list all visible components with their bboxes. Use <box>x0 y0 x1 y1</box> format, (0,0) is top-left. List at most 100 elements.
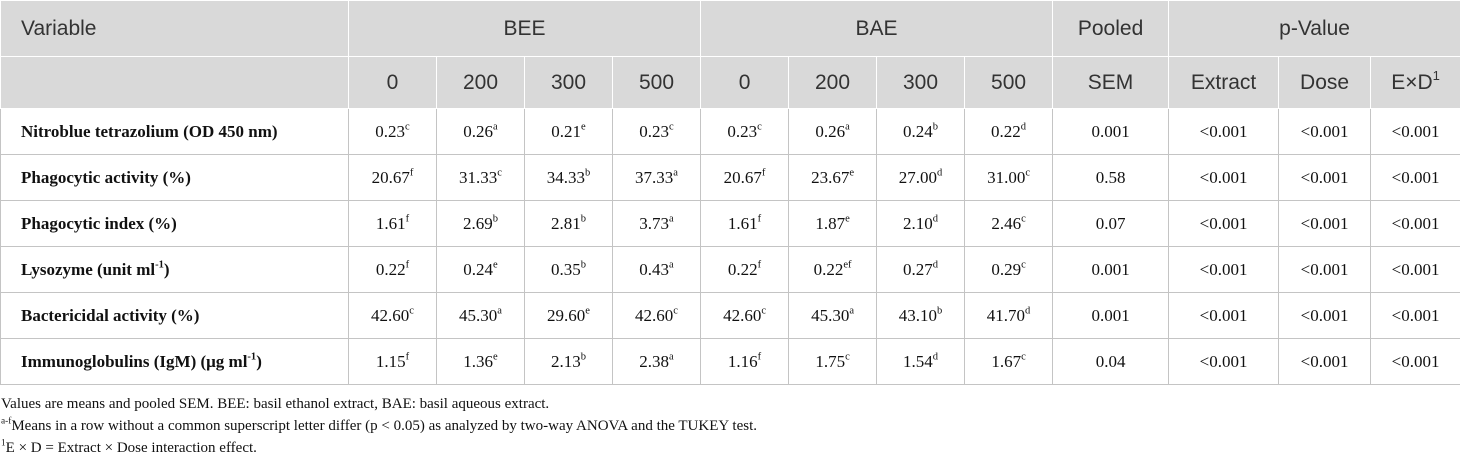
cell-text: 1.61 <box>375 213 406 233</box>
superscript: f <box>757 213 762 225</box>
value-cell: <0.001 <box>1278 246 1372 293</box>
cell-text: 20.67 <box>371 167 410 187</box>
value-cell: 2.10d <box>876 200 966 247</box>
value-cell: 0.23c <box>348 108 437 155</box>
cell-text: 0.21 <box>551 121 582 141</box>
row-label: Bactericidal activity (%) <box>0 292 349 339</box>
value-cell: <0.001 <box>1370 292 1460 339</box>
cell-text: Pooled <box>1077 16 1144 40</box>
value-cell: 2.69b <box>436 200 525 247</box>
value-cell: 20.67f <box>700 154 790 201</box>
value-cell: <0.001 <box>1278 154 1372 201</box>
cell-text: 27.00 <box>898 167 938 187</box>
body-row: Phagocytic activity (%) 20.67f 31.33c 34.33… <box>0 154 1460 201</box>
superscript: c <box>669 121 674 133</box>
cell-text: 43.10 <box>898 305 938 325</box>
data-table: Variable BEE BAE Pooled p-Value 0 200 300 500 0 20… <box>0 0 1460 385</box>
cell-text: <0.001 <box>1300 121 1349 141</box>
superscript: e <box>585 305 590 317</box>
superscript: a <box>669 259 674 271</box>
superscript: d <box>1025 305 1031 317</box>
cell-text: 1.15 <box>375 351 406 371</box>
value-cell: 45.30a <box>788 292 878 339</box>
cell-text: 0.23 <box>375 121 406 141</box>
value-cell: 0.26a <box>436 108 525 155</box>
row-label: Immunoglobulins (IgM) (μg ml-1) <box>0 338 349 385</box>
row-label: Phagocytic activity (%) <box>0 154 349 201</box>
value-cell: 1.16f <box>700 338 790 385</box>
value-cell: 0.22f <box>348 246 437 293</box>
cell-text: 1.16 <box>727 351 758 371</box>
superscript: a-f <box>1 416 12 427</box>
value-cell: 1.36e <box>436 338 525 385</box>
cell-text: 0.26 <box>815 121 846 141</box>
value-cell: <0.001 <box>1370 338 1460 385</box>
value-cell: 0.27d <box>876 246 966 293</box>
superscript: a <box>497 305 502 317</box>
cell-text: 0.27 <box>903 259 933 279</box>
cell-text: Dose <box>1300 70 1350 94</box>
value-cell: 42.60c <box>348 292 437 339</box>
cell-text: 0 <box>386 70 399 94</box>
cell-text: <0.001 <box>1300 259 1349 279</box>
cell-text: 42.60 <box>371 305 410 325</box>
cell-text: <0.001 <box>1199 259 1248 279</box>
value-cell: 0.07 <box>1052 200 1170 247</box>
row-label: Lysozyme (unit ml-1) <box>0 246 349 293</box>
superscript: c <box>673 305 678 317</box>
header-cell: 300 <box>876 56 966 109</box>
value-cell: 42.60c <box>611 292 702 339</box>
value-cell: 0.35b <box>524 246 613 293</box>
superscript: e <box>493 351 498 363</box>
superscript: f <box>405 351 410 363</box>
header-cell: p-Value <box>1168 0 1460 57</box>
superscript: b <box>492 213 498 225</box>
header-cell: Pooled <box>1052 0 1170 57</box>
superscript: f <box>409 167 414 179</box>
cell-text: 2.10 <box>903 213 933 233</box>
superscript: c <box>1021 259 1026 271</box>
value-cell: 1.61f <box>348 200 437 247</box>
cell-text: 2.69 <box>462 213 493 233</box>
superscript: c <box>1021 351 1026 363</box>
value-cell: 0.22f <box>700 246 790 293</box>
footnote: Values are means and pooled SEM. BEE: ba… <box>1 393 1460 415</box>
cell-text: Extract <box>1190 70 1257 94</box>
cell-text: <0.001 <box>1391 305 1440 325</box>
cell-text: 0.26 <box>463 121 494 141</box>
cell-text: <0.001 <box>1391 259 1440 279</box>
footnotes: Values are means and pooled SEM. BEE: ba… <box>0 385 1460 459</box>
superscript: c <box>1025 167 1031 179</box>
superscript: b <box>580 259 586 271</box>
superscript: ef <box>843 259 852 271</box>
superscript: b <box>932 121 939 133</box>
header-cell: Variable <box>0 0 349 57</box>
superscript: 1 <box>1 438 6 449</box>
superscript: f <box>761 167 766 179</box>
cell-text: 37.33 <box>635 167 674 187</box>
superscript: e <box>845 213 850 225</box>
cell-text: 0.22 <box>991 121 1021 141</box>
value-cell: 0.21e <box>524 108 613 155</box>
cell-text: 1.75 <box>815 351 846 371</box>
value-cell: 23.67e <box>788 154 878 201</box>
cell-text: ) <box>256 351 262 371</box>
cell-text: 200 <box>462 70 499 94</box>
body-row: Immunoglobulins (IgM) (μg ml-1) 1.15f 1.36… <box>0 338 1460 385</box>
value-cell: 0.001 <box>1052 246 1170 293</box>
value-cell: 41.70d <box>964 292 1054 339</box>
cell-text: p-Value <box>1279 16 1350 40</box>
superscript: a <box>669 351 674 363</box>
value-cell: 0.58 <box>1052 154 1170 201</box>
header-cell: 500 <box>611 56 702 109</box>
value-cell: <0.001 <box>1168 154 1280 201</box>
cell-text: <0.001 <box>1199 167 1248 187</box>
header-cell: Extract <box>1168 56 1280 109</box>
cell-text: Phagocytic index (%) <box>21 213 177 233</box>
cell-text: 0.23 <box>639 121 670 141</box>
value-cell: <0.001 <box>1168 292 1280 339</box>
cell-text: Phagocytic activity (%) <box>21 167 191 187</box>
cell-text: BAE <box>855 16 898 40</box>
cell-text: <0.001 <box>1300 351 1349 371</box>
cell-text: 1.87 <box>815 213 846 233</box>
